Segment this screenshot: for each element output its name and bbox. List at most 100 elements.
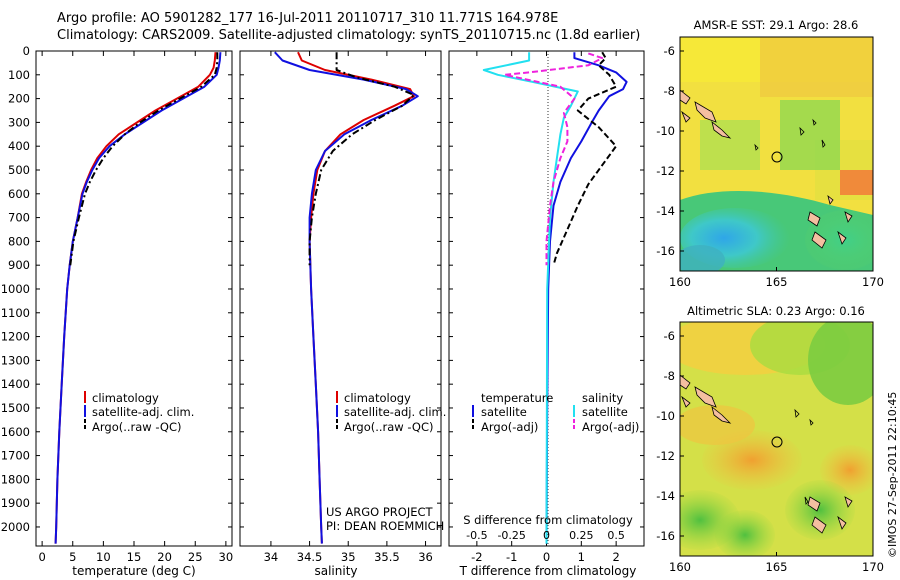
depth-tick-label: 1000 <box>1 282 30 296</box>
series-satellite <box>54 52 222 544</box>
depth-tick-label: 1900 <box>1 496 30 510</box>
x-tick-label: 2 <box>612 550 619 564</box>
x-tick-label: 0 <box>38 550 45 564</box>
depth-tick-label: 1100 <box>1 306 30 320</box>
map-lat-label: -6 <box>664 329 675 343</box>
sla-map-title: Altimetric SLA: 0.23 Argo: 0.16 <box>687 304 865 318</box>
map-lat-label: -12 <box>656 449 675 463</box>
pi-credit: PI: DEAN ROEMMICH <box>326 519 444 533</box>
series-s-satellite <box>482 52 579 544</box>
x-tick-label: 35 <box>341 550 356 564</box>
sst-map: AMSR-E SST: 29.1 Argo: 28.6 <box>656 18 884 289</box>
depth-tick-label: 700 <box>8 211 30 225</box>
depth-tick-label: 800 <box>8 234 30 248</box>
s-diff-tick-label: 0 <box>543 529 550 542</box>
difference-lines <box>482 51 628 544</box>
x-tick-label: 35.5 <box>374 550 400 564</box>
x-tick-label: -1 <box>506 550 517 564</box>
x-tick-label: 5 <box>69 550 76 564</box>
x-tick-label: 1 <box>578 550 585 564</box>
sla-map-axes: 160 165 170 -6 -8 -10 -12 -14 -16 <box>656 329 884 574</box>
map-lat-label: -10 <box>656 409 675 423</box>
x-tick-label: 36 <box>418 550 433 564</box>
legend-argo: Argo(..raw -QC) <box>92 420 182 434</box>
map-lat-label: -12 <box>656 164 675 178</box>
temperature-panel: 0100200300400500600700800900100011001200… <box>1 44 233 578</box>
legend-temperature-heading: temperature <box>481 391 553 405</box>
project-credit: US ARGO PROJECT <box>326 505 434 519</box>
x-tick-label: 34 <box>264 550 279 564</box>
legend-t-argo: Argo(-adj) <box>481 420 538 434</box>
s-diff-tick-label: 0.25 <box>569 529 594 542</box>
temperature-xlabel: temperature (deg C) <box>72 564 195 578</box>
map-lon-label: 170 <box>862 275 884 289</box>
salinity-x-axis: 34 34.5 35 35.5 36 <box>240 50 441 564</box>
difference-panel: -2 -1 0 1 2 T difference from climatology S … <box>448 50 645 578</box>
depth-tick-label: 1200 <box>1 330 30 344</box>
x-tick-label: 10 <box>96 550 111 564</box>
sst-map-title: AMSR-E SST: 29.1 Argo: 28.6 <box>694 18 859 32</box>
depth-tick-label: 1600 <box>1 425 30 439</box>
s-diff-tick-label: -0.25 <box>497 529 525 542</box>
temperature-x-axis: 0 5 10 15 20 25 30 <box>36 50 234 564</box>
sla-argo-location-marker <box>771 436 783 448</box>
depth-tick-label: 1800 <box>1 472 30 486</box>
legend-argo: Argo(..raw -QC) <box>344 420 434 434</box>
map-lon-label: 165 <box>766 560 788 574</box>
temperature-legend: climatology satellite-adj. clim. Argo(..… <box>84 391 194 434</box>
map-lat-label: -16 <box>656 244 675 258</box>
sst-islands <box>680 89 853 249</box>
map-lon-label: 160 <box>669 275 691 289</box>
depth-tick-label: 1300 <box>1 353 30 367</box>
x-tick-label: 25 <box>188 550 203 564</box>
map-lat-label: -14 <box>656 489 675 503</box>
depth-tick-label: 1700 <box>1 449 30 463</box>
x-tick-label: 30 <box>219 550 234 564</box>
depth-tick-label: 2000 <box>1 520 30 534</box>
figure-title-line2: Climatology: CARS2009. Satellite-adjuste… <box>57 28 641 43</box>
legend-satellite: satellite-adj. clim. <box>344 405 446 419</box>
map-lat-label: -6 <box>664 44 675 58</box>
s-diff-xlabel: S difference from climatology <box>463 513 633 527</box>
depth-tick-label: 0 <box>23 44 30 58</box>
map-lat-label: -8 <box>664 369 675 383</box>
depth-tick-label: 300 <box>8 115 30 129</box>
depth-tick-label: 600 <box>8 187 30 201</box>
x-tick-label: 15 <box>127 550 142 564</box>
sla-map: Altimetric SLA: 0.23 Argo: 0.16 <box>656 304 884 574</box>
difference-legend: temperature satellite Argo(-adj) salinit… <box>472 391 639 434</box>
sla-islands <box>680 374 853 534</box>
map-lat-label: -8 <box>664 84 675 98</box>
salinity-axes-frame <box>239 50 442 547</box>
series-t-argo <box>552 51 618 266</box>
map-lon-label: 165 <box>766 275 788 289</box>
timestamp-stamp: ©IMOS 27-Sep-2011 22:10:45 <box>886 391 899 558</box>
figure-title-line1: Argo profile: AO 5901282_177 16-Jul-2011… <box>57 11 559 26</box>
series-argo <box>308 52 415 266</box>
legend-climatology: climatology <box>92 391 159 405</box>
salinity-lines <box>274 51 419 544</box>
t-diff-xlabel: T difference from climatology <box>459 564 637 578</box>
sst-field <box>680 37 873 271</box>
salinity-xlabel: salinity <box>314 564 357 578</box>
sst-argo-location-marker <box>771 151 783 163</box>
difference-x-axis: -2 -1 0 1 2 <box>449 50 644 564</box>
x-tick-label: 34.5 <box>297 550 323 564</box>
temperature-axes-frame <box>35 50 233 547</box>
x-tick-label: -2 <box>471 550 482 564</box>
legend-salinity-heading: salinity <box>582 391 623 405</box>
legend-t-satellite: satellite <box>481 405 527 419</box>
legend-s-satellite: satellite <box>582 405 628 419</box>
depth-tick-label: 1400 <box>1 377 30 391</box>
depth-tick-label: 400 <box>8 139 30 153</box>
depth-tick-label: 500 <box>8 163 30 177</box>
x-tick-label: 20 <box>157 550 172 564</box>
legend-s-argo: Argo(-adj) <box>582 420 639 434</box>
depth-tick-label: 200 <box>8 92 30 106</box>
s-diff-tick-label: -0.5 <box>466 529 487 542</box>
map-lon-label: 160 <box>669 560 691 574</box>
depth-tick-label: 1500 <box>1 401 30 415</box>
legend-climatology: climatology <box>344 391 411 405</box>
depth-axis: 0 100 200 300 400 500 600 700 800 900 1000 1100 1200… <box>1 44 30 534</box>
